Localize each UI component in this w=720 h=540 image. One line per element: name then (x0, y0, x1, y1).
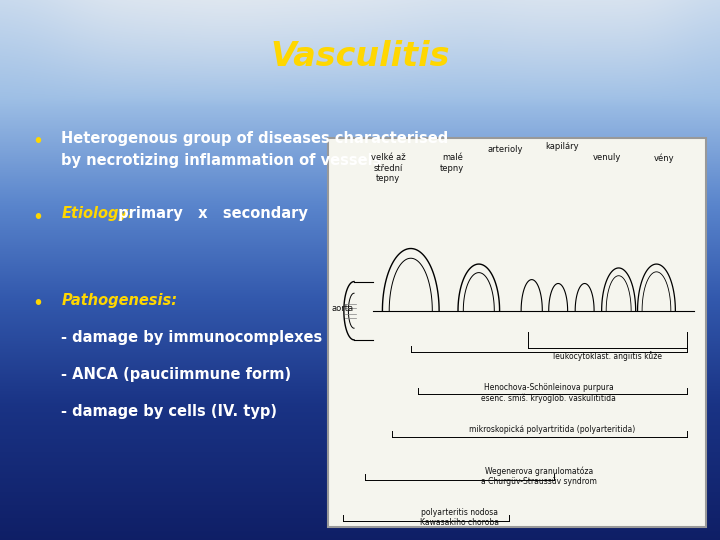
Text: polyarteritis nodosa
Kawasakiho choroba: polyarteritis nodosa Kawasakiho choroba (420, 508, 500, 527)
Text: kapiláry: kapiláry (545, 141, 579, 151)
Text: •: • (32, 132, 43, 151)
Text: •: • (32, 208, 43, 227)
Text: arterioly: arterioly (487, 145, 523, 154)
Text: Pathogenesis:: Pathogenesis: (61, 293, 177, 308)
Text: Vasculitis: Vasculitis (270, 40, 450, 73)
Text: Etiology:: Etiology: (61, 206, 134, 221)
Text: malé
tepny: malé tepny (440, 153, 464, 173)
Text: aorta: aorta (331, 304, 354, 313)
Text: Heterogenous group of diseases characterised
by necrotizing inflammation of vess: Heterogenous group of diseases character… (61, 131, 449, 168)
Text: vény: vény (654, 153, 675, 163)
Text: •: • (32, 294, 43, 313)
Text: primary   x   secondary: primary x secondary (113, 206, 308, 221)
Text: velké až
střední
tepny: velké až střední tepny (371, 153, 405, 183)
Text: - ANCA (pauciimmune form): - ANCA (pauciimmune form) (61, 367, 292, 382)
Text: Wegenerova granulomatóza
a Churgüv-Straussüv syndrom: Wegenerova granulomatóza a Churgüv-Strau… (482, 466, 597, 486)
Text: Henochova-Schönleinova purpura
esenc. smiš. kryoglob. vaskulititida: Henochova-Schönleinova purpura esenc. sm… (481, 383, 616, 403)
Text: - damage by cells (IV. typ): - damage by cells (IV. typ) (61, 404, 277, 419)
Text: - damage by immunocomplexes: - damage by immunocomplexes (61, 330, 323, 346)
FancyBboxPatch shape (328, 138, 706, 526)
Text: mikroskopická polyartritida (polyarteritida): mikroskopická polyartritida (polyarterit… (469, 426, 636, 434)
Text: leukocytoklast. angiitis kůže: leukocytoklast. angiitis kůže (553, 352, 662, 361)
Text: venuly: venuly (593, 153, 621, 162)
